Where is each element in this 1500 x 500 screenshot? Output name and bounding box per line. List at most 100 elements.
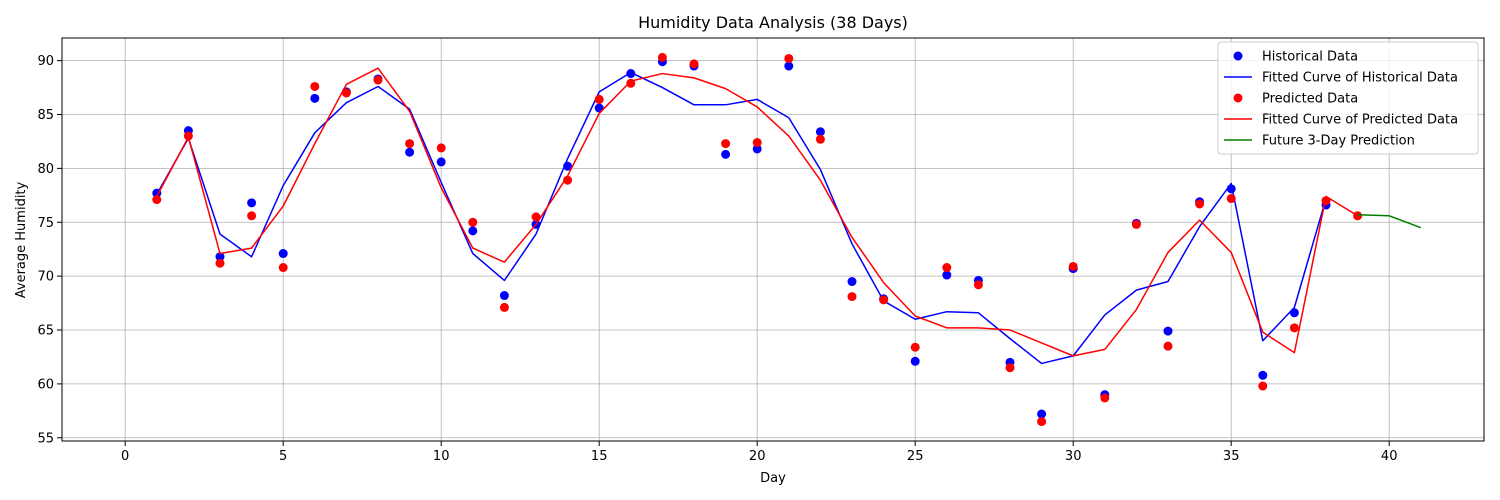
x-axis: 0 5 10 15 20 25 30 35 40 (121, 441, 1397, 464)
data-point (499, 302, 509, 312)
data-point (215, 252, 225, 262)
x-tick-label: 0 (121, 449, 129, 464)
x-tick-label: 20 (749, 449, 766, 464)
series-layer (152, 52, 1422, 427)
series-fitted-curve-of-historical-data (156, 71, 1327, 365)
legend-item: Fitted Curve of Historical Data (1224, 71, 1458, 86)
data-point (657, 52, 667, 62)
legend-label: Fitted Curve of Predicted Data (1262, 113, 1458, 128)
data-point (1037, 417, 1047, 427)
data-point (1195, 199, 1205, 209)
series-line-fitted-curve-of-predicted-data (156, 67, 1358, 357)
legend-swatch-marker (1233, 51, 1243, 61)
data-point (1037, 409, 1047, 419)
y-tick-label: 60 (37, 377, 54, 392)
data-point (310, 93, 320, 103)
data-point (183, 131, 193, 141)
series-future-3-day-prediction (1357, 213, 1422, 229)
data-point (247, 211, 257, 221)
data-point (815, 127, 825, 137)
data-point (594, 94, 604, 104)
x-tick-label: 10 (433, 449, 450, 464)
legend-swatch-marker (1233, 93, 1243, 103)
data-point (468, 217, 478, 227)
legend-item: Future 3-Day Prediction (1224, 134, 1415, 149)
data-point (910, 356, 920, 366)
y-tick-label: 70 (37, 270, 54, 285)
data-point (247, 198, 257, 208)
data-point (278, 263, 288, 273)
data-point (1005, 363, 1015, 373)
data-point (879, 295, 889, 305)
legend: Historical Data Fitted Curve of Historica… (1217, 41, 1479, 155)
data-point (973, 280, 983, 290)
data-point (341, 88, 351, 98)
data-point (1100, 393, 1110, 403)
data-point (784, 61, 794, 71)
data-point (1068, 261, 1078, 271)
data-point (436, 143, 446, 153)
series-predicted-data (152, 52, 1363, 427)
x-tick-label: 30 (1065, 449, 1082, 464)
legend-label: Historical Data (1262, 50, 1358, 65)
y-tick-label: 85 (37, 108, 54, 123)
data-point (405, 147, 415, 157)
data-point (689, 59, 699, 69)
data-point (1163, 341, 1173, 351)
chart-title: Humidity Data Analysis (38 Days) (638, 13, 908, 32)
legend-item: Fitted Curve of Predicted Data (1224, 113, 1458, 128)
plot-frame (61, 37, 1485, 442)
data-point (373, 75, 383, 85)
data-point (278, 249, 288, 259)
y-axis: 55 60 65 70 75 80 85 90 (37, 54, 62, 446)
data-point (405, 139, 415, 149)
series-fitted-curve-of-predicted-data (156, 67, 1358, 357)
y-tick-label: 80 (37, 162, 54, 177)
data-point (1131, 219, 1141, 229)
y-tick-label: 65 (37, 324, 54, 339)
data-point (847, 277, 857, 287)
x-tick-label: 40 (1381, 449, 1398, 464)
x-tick-label: 5 (279, 449, 287, 464)
data-point (1226, 194, 1236, 204)
data-point (1163, 326, 1173, 336)
legend-item: Historical Data (1233, 50, 1358, 65)
data-point (152, 195, 162, 205)
data-point (847, 292, 857, 302)
data-point (468, 226, 478, 236)
data-point (942, 270, 952, 280)
data-point (1258, 370, 1268, 380)
data-point (499, 291, 509, 301)
data-point (563, 175, 573, 185)
data-point (815, 134, 825, 144)
legend-item: Predicted Data (1233, 92, 1358, 107)
data-point (752, 144, 762, 154)
x-tick-label: 25 (907, 449, 924, 464)
data-point (215, 258, 225, 268)
series-line-fitted-curve-of-historical-data (156, 71, 1327, 365)
y-axis-title: Average Humidity (14, 181, 29, 298)
data-point (1289, 323, 1299, 333)
y-tick-label: 55 (37, 431, 54, 446)
data-point (436, 157, 446, 167)
y-tick-label: 90 (37, 54, 54, 69)
data-point (942, 263, 952, 273)
legend-label: Predicted Data (1262, 92, 1358, 107)
data-point (626, 69, 636, 79)
data-point (1258, 381, 1268, 391)
data-point (752, 138, 762, 148)
legend-label: Fitted Curve of Historical Data (1262, 71, 1458, 86)
series-line-future-3-day-prediction (1357, 213, 1422, 229)
data-point (784, 53, 794, 63)
data-point (721, 149, 731, 159)
data-point (721, 139, 731, 149)
legend-box (1217, 41, 1479, 155)
x-tick-label: 15 (591, 449, 608, 464)
data-point (910, 342, 920, 352)
y-tick-label: 75 (37, 216, 54, 231)
data-point (310, 81, 320, 91)
data-point (531, 212, 541, 222)
legend-label: Future 3-Day Prediction (1262, 134, 1415, 149)
x-tick-label: 35 (1223, 449, 1240, 464)
